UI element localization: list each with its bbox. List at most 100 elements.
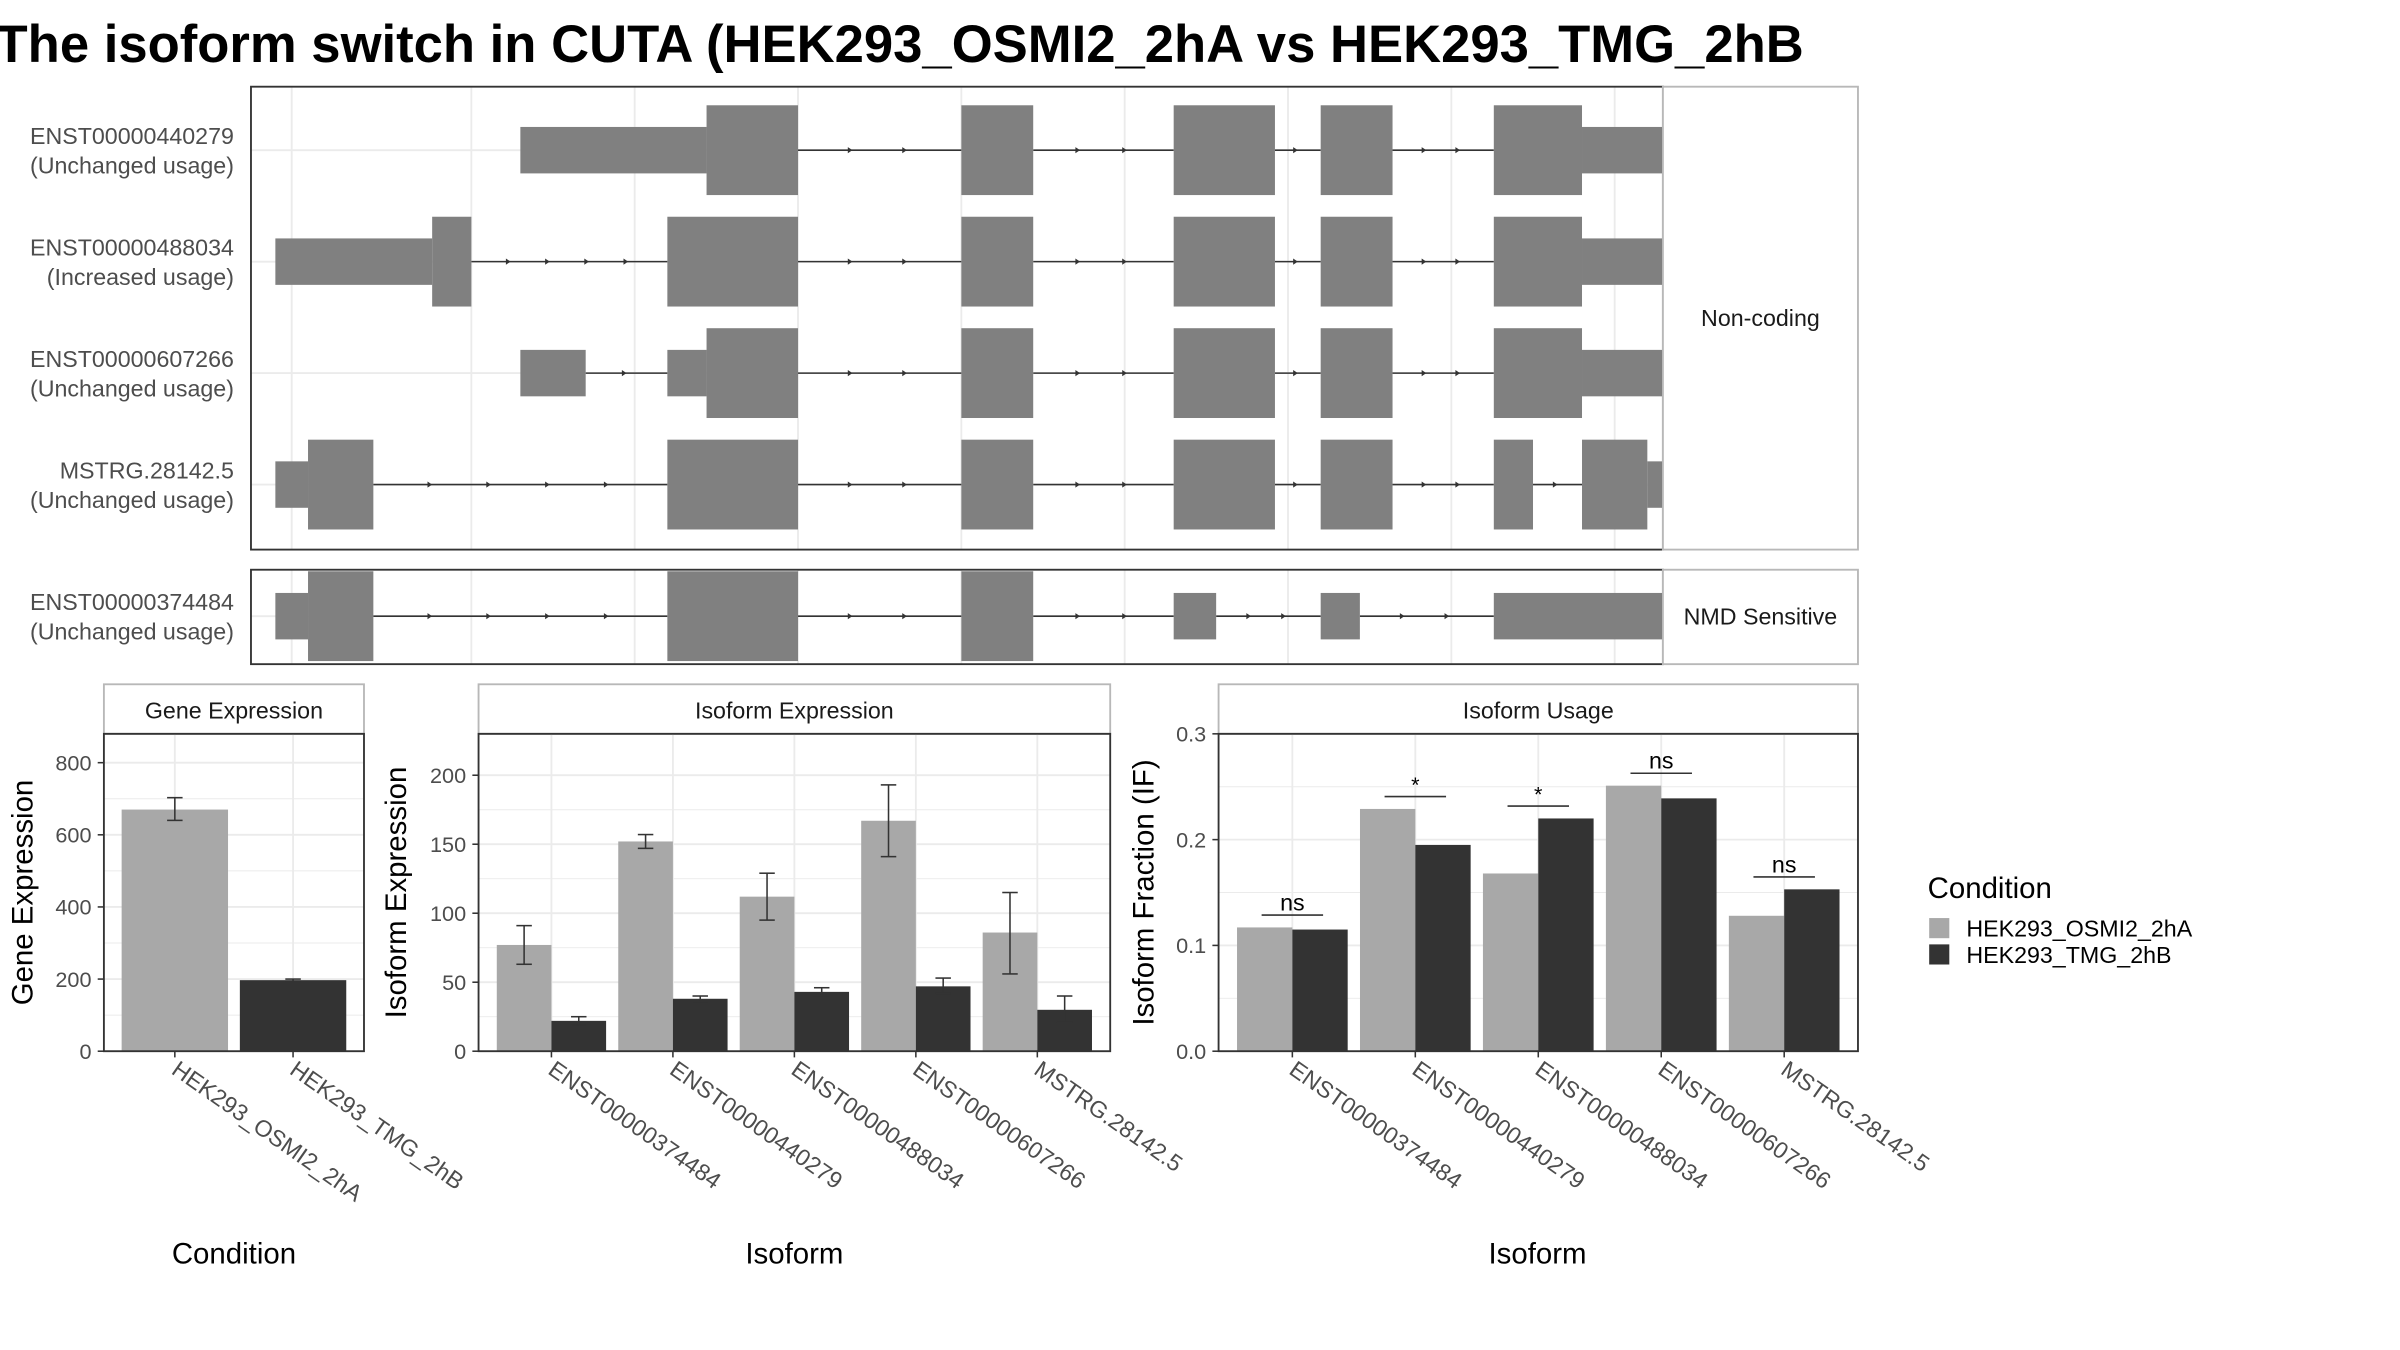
intron-direction-arrow — [1455, 147, 1461, 154]
significance-label: ns — [1772, 851, 1797, 877]
coding-exon — [667, 216, 799, 307]
coding-exon — [1493, 439, 1534, 530]
intron-direction-arrow — [1075, 613, 1081, 620]
coding-exon — [1320, 216, 1393, 307]
intron-direction-arrow — [584, 258, 589, 265]
figure-title: The isoform switch in CUTA (HEK293_OSMI2… — [0, 15, 1804, 74]
intron-direction-arrow — [902, 481, 907, 488]
intron-direction-arrow — [1075, 370, 1081, 377]
intron-direction-arrow — [902, 370, 907, 377]
y-axis-title: Gene Expression — [7, 780, 40, 1006]
coding-exon — [1493, 328, 1583, 419]
coding-exon — [1320, 328, 1393, 419]
coding-exon — [432, 216, 472, 307]
legend-swatch-condition-a — [1929, 918, 1950, 939]
intron-direction-arrow — [1281, 613, 1286, 620]
panel-strip-title: Isoform Usage — [1463, 697, 1614, 723]
intron-direction-arrow — [1075, 481, 1081, 488]
intron-direction-arrow — [603, 481, 609, 488]
intron-direction-arrow — [623, 258, 629, 265]
coding-exon — [1493, 216, 1583, 307]
bar — [861, 820, 916, 1052]
transcript-structure-panel: ENST00000440279 (Unchanged usage) ENST0000… — [30, 85, 1859, 666]
y-tick-label: 0.1 — [1176, 933, 1206, 958]
intron-direction-arrow — [902, 258, 907, 265]
coding-exon — [1173, 439, 1275, 530]
transcript-usage-label: (Unchanged usage) — [30, 375, 234, 401]
bar — [1415, 844, 1471, 1052]
utr-exon — [520, 126, 707, 174]
significance-label: ns — [1649, 748, 1674, 774]
bar — [1237, 927, 1293, 1052]
coding-exon — [961, 439, 1034, 530]
y-tick-label: 400 — [55, 895, 91, 920]
bar — [1661, 798, 1717, 1052]
intron-direction-arrow — [1455, 370, 1461, 377]
x-axis-title: Condition — [172, 1237, 296, 1270]
bar — [1359, 808, 1416, 1052]
transcript-usage-label: (Increased usage) — [47, 264, 234, 290]
intron-direction-arrow — [621, 370, 627, 377]
intron-direction-arrow — [1075, 258, 1081, 265]
panel-strip-title: Gene Expression — [145, 697, 323, 723]
intron-direction-arrow — [486, 481, 491, 488]
intron-direction-arrow — [1293, 258, 1298, 265]
coding-exon — [1173, 328, 1275, 419]
intron-direction-arrow — [1122, 370, 1127, 377]
coding-exon — [1320, 105, 1393, 196]
intron-direction-arrow — [1122, 613, 1127, 620]
intron-direction-arrow — [505, 258, 511, 265]
intron-direction-arrow — [1293, 370, 1298, 377]
intron-direction-arrow — [427, 481, 433, 488]
utr-exon — [275, 238, 433, 285]
bar — [618, 841, 673, 1052]
intron-direction-arrow — [1399, 613, 1405, 620]
coding-exon — [1173, 216, 1275, 307]
y-tick-label: 100 — [430, 901, 466, 926]
x-axis-title: Isoform — [745, 1237, 843, 1270]
structure-panel-background — [250, 86, 1663, 550]
y-tick-label: 200 — [55, 967, 91, 992]
facet-strip — [1661, 85, 1859, 551]
intron-direction-arrow — [1421, 481, 1427, 488]
utr-exon — [520, 349, 586, 397]
intron-direction-arrow — [1075, 147, 1081, 154]
bar — [739, 896, 795, 1052]
intron-direction-arrow — [1122, 258, 1127, 265]
coding-exon — [961, 216, 1034, 307]
utr-exon — [1582, 349, 1664, 397]
y-tick-label: 200 — [430, 763, 466, 788]
bar — [1605, 785, 1662, 1052]
facet-strip-label: Non-coding — [1701, 305, 1820, 331]
intron-direction-arrow — [545, 481, 550, 488]
legend-label-condition-b: HEK293_TMG_2hB — [1966, 942, 2171, 968]
transcript-usage-label: (Unchanged usage) — [30, 618, 234, 644]
bar — [672, 998, 728, 1052]
coding-exon — [1320, 439, 1393, 530]
transcript-id-label: MSTRG.28142.5 — [60, 457, 234, 483]
y-axis-title: Isoform Expression — [380, 767, 413, 1019]
intron-direction-arrow — [427, 613, 433, 620]
facet-strip-label: NMD Sensitive — [1684, 604, 1838, 630]
intron-direction-arrow — [603, 613, 609, 620]
intron-direction-arrow — [1122, 147, 1127, 154]
y-tick-label: 800 — [55, 750, 91, 775]
intron-direction-arrow — [847, 370, 853, 377]
coding-exon — [961, 105, 1034, 196]
transcript-id-label: ENST00000607266 — [30, 346, 234, 372]
legend-swatch-condition-b — [1929, 944, 1950, 965]
x-axis-title: Isoform — [1488, 1237, 1586, 1270]
bar — [1538, 818, 1594, 1052]
intron-direction-arrow — [486, 613, 491, 620]
coding-exon — [667, 439, 799, 530]
legend-title: Condition — [1928, 872, 2052, 905]
coding-exon — [1493, 105, 1583, 196]
y-tick-label: 600 — [55, 823, 91, 848]
transcript-id-label: ENST00000488034 — [30, 234, 234, 260]
panel-strip — [102, 683, 365, 735]
bar — [1292, 929, 1348, 1052]
transcript-usage-label: (Unchanged usage) — [30, 152, 234, 178]
intron-direction-arrow — [1122, 481, 1127, 488]
